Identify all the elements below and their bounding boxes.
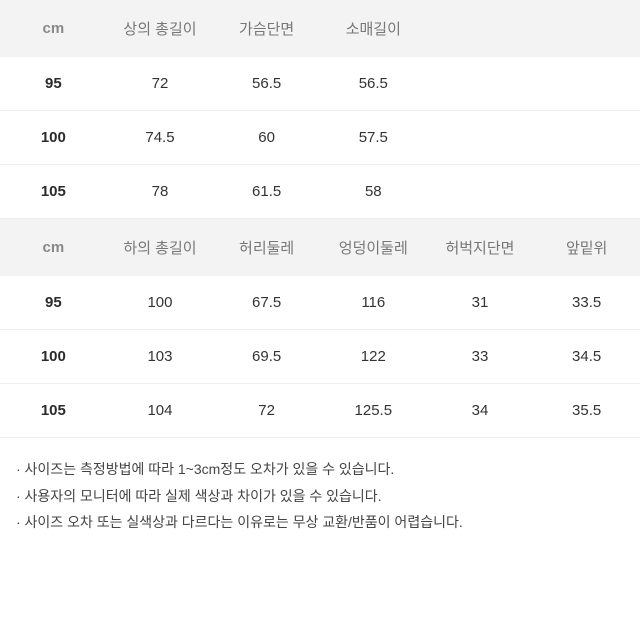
- value-cell: 74.5: [107, 111, 214, 165]
- table-row: 100 74.5 60 57.5: [0, 111, 640, 165]
- unit-header: cm: [0, 219, 107, 276]
- note-item: · 사이즈는 측정방법에 따라 1~3cm정도 오차가 있을 수 있습니다.: [16, 456, 624, 483]
- column-header: 앞밑위: [533, 219, 640, 276]
- table-row: 95 100 67.5 116 31 33.5: [0, 276, 640, 330]
- value-cell: 103: [107, 330, 214, 384]
- table-header-row: cm 상의 총길이 가슴단면 소매길이: [0, 0, 640, 57]
- column-header: 허벅지단면: [427, 219, 534, 276]
- value-cell: 34: [427, 384, 534, 438]
- column-header-empty: [533, 0, 640, 57]
- value-cell: 116: [320, 276, 427, 330]
- column-header: 엉덩이둘레: [320, 219, 427, 276]
- value-cell: 56.5: [213, 57, 320, 111]
- value-cell-empty: [427, 165, 534, 219]
- value-cell: 31: [427, 276, 534, 330]
- value-cell: 69.5: [213, 330, 320, 384]
- table-row: 105 78 61.5 58: [0, 165, 640, 219]
- column-header: 소매길이: [320, 0, 427, 57]
- size-cell: 95: [0, 57, 107, 111]
- value-cell: 125.5: [320, 384, 427, 438]
- top-size-table: cm 상의 총길이 가슴단면 소매길이 95 72 56.5 56.5 100 …: [0, 0, 640, 219]
- value-cell-empty: [427, 111, 534, 165]
- size-cell: 100: [0, 111, 107, 165]
- value-cell: 60: [213, 111, 320, 165]
- value-cell: 57.5: [320, 111, 427, 165]
- value-cell: 104: [107, 384, 214, 438]
- value-cell: 100: [107, 276, 214, 330]
- value-cell-empty: [533, 57, 640, 111]
- notes-list: · 사이즈는 측정방법에 따라 1~3cm정도 오차가 있을 수 있습니다. ·…: [0, 438, 640, 536]
- size-cell: 100: [0, 330, 107, 384]
- note-item: · 사이즈 오차 또는 실색상과 다르다는 이유로는 무상 교환/반품이 어렵습…: [16, 509, 624, 536]
- value-cell: 56.5: [320, 57, 427, 111]
- value-cell: 58: [320, 165, 427, 219]
- value-cell: 122: [320, 330, 427, 384]
- column-header: 허리둘레: [213, 219, 320, 276]
- size-cell: 95: [0, 276, 107, 330]
- value-cell: 78: [107, 165, 214, 219]
- sizechart-container: cm 상의 총길이 가슴단면 소매길이 95 72 56.5 56.5 100 …: [0, 0, 640, 536]
- value-cell-empty: [427, 57, 534, 111]
- value-cell: 33: [427, 330, 534, 384]
- value-cell: 33.5: [533, 276, 640, 330]
- column-header: 상의 총길이: [107, 0, 214, 57]
- size-cell: 105: [0, 384, 107, 438]
- table-row: 105 104 72 125.5 34 35.5: [0, 384, 640, 438]
- table-header-row: cm 하의 총길이 허리둘레 엉덩이둘레 허벅지단면 앞밑위: [0, 219, 640, 276]
- value-cell: 34.5: [533, 330, 640, 384]
- value-cell: 35.5: [533, 384, 640, 438]
- unit-header: cm: [0, 0, 107, 57]
- value-cell: 61.5: [213, 165, 320, 219]
- table-row: 95 72 56.5 56.5: [0, 57, 640, 111]
- value-cell: 67.5: [213, 276, 320, 330]
- value-cell: 72: [213, 384, 320, 438]
- column-header-empty: [427, 0, 534, 57]
- note-item: · 사용자의 모니터에 따라 실제 색상과 차이가 있을 수 있습니다.: [16, 483, 624, 510]
- value-cell-empty: [533, 165, 640, 219]
- bottom-size-table: cm 하의 총길이 허리둘레 엉덩이둘레 허벅지단면 앞밑위 95 100 67…: [0, 219, 640, 438]
- column-header: 하의 총길이: [107, 219, 214, 276]
- column-header: 가슴단면: [213, 0, 320, 57]
- size-cell: 105: [0, 165, 107, 219]
- value-cell: 72: [107, 57, 214, 111]
- value-cell-empty: [533, 111, 640, 165]
- table-row: 100 103 69.5 122 33 34.5: [0, 330, 640, 384]
